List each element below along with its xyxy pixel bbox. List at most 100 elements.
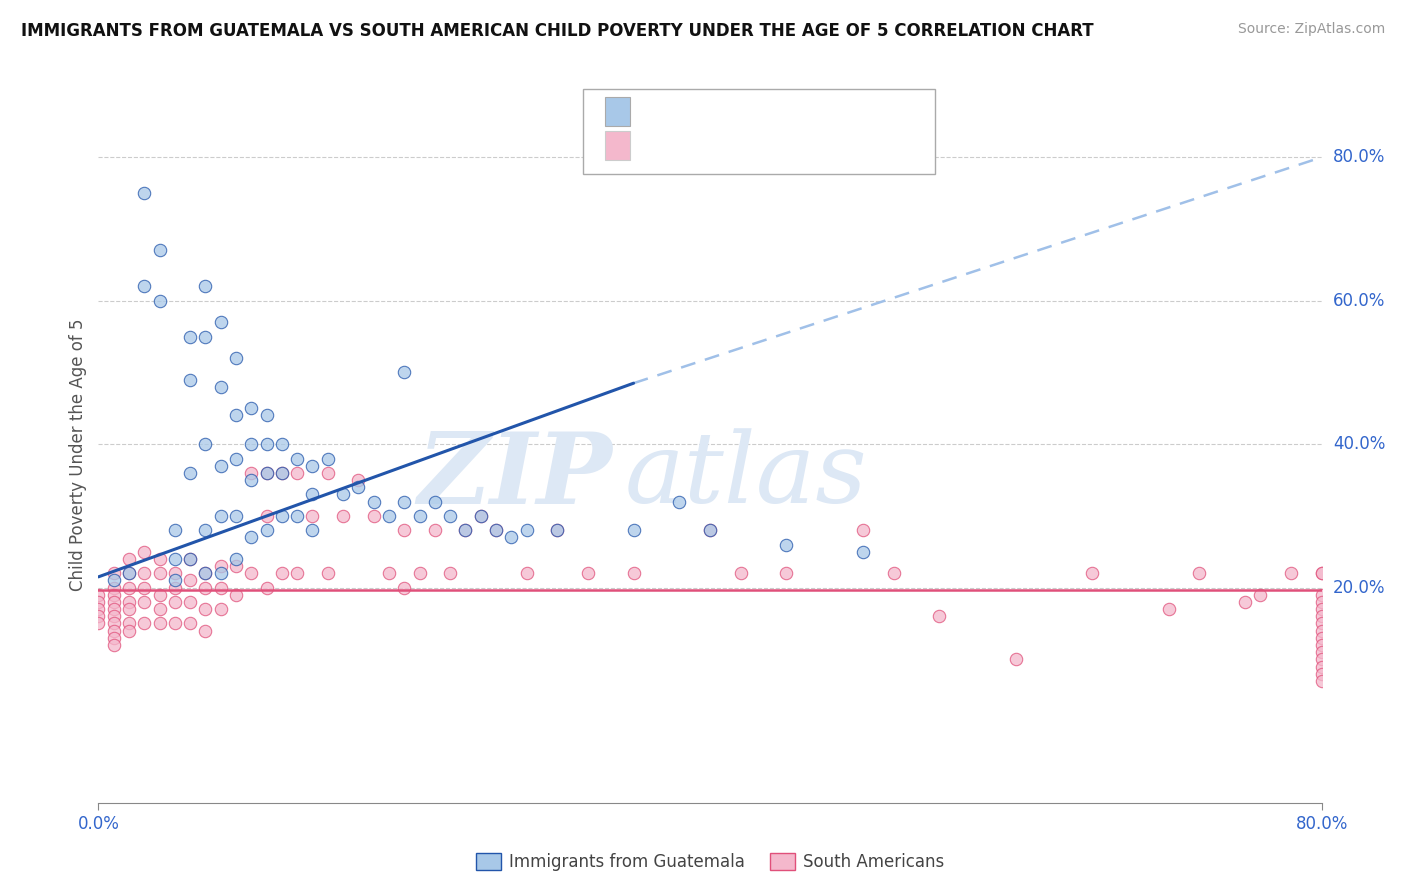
Point [623,523,645,537]
Point [439,566,461,581]
Point [516,523,538,537]
Point [270,466,292,480]
Point [454,523,477,537]
Point [209,559,232,574]
Point [270,508,292,523]
Point [485,523,508,537]
Point [163,616,186,631]
Point [363,508,385,523]
Point [149,293,172,308]
Point [316,451,339,466]
Point [194,279,217,293]
Point [134,186,156,200]
Point [1310,624,1333,638]
Point [1310,602,1333,616]
Point [179,552,201,566]
Point [285,451,308,466]
Point [163,574,186,588]
Point [256,523,278,537]
Point [332,487,354,501]
Point [179,595,201,609]
Point [301,487,323,501]
Point [256,508,278,523]
Point [1310,666,1333,681]
Point [1310,595,1333,609]
Point [775,538,797,552]
Point [134,566,156,581]
Point [270,466,292,480]
Point [332,508,354,523]
Point [103,631,125,645]
Point [179,466,201,480]
Point [852,523,875,537]
Point [347,473,370,487]
Point [209,581,232,595]
Point [301,523,323,537]
Point [103,588,125,602]
Text: atlas: atlas [624,428,868,524]
Point [392,494,416,508]
Point [730,566,752,581]
Point [87,588,110,602]
Point [392,366,416,380]
Point [1310,609,1333,624]
Point [225,552,247,566]
Point [1157,602,1180,616]
Point [256,437,278,451]
Point [118,595,141,609]
Text: ZIP: ZIP [418,427,612,524]
Point [470,508,492,523]
Point [149,552,172,566]
Point [316,466,339,480]
Point [928,609,950,624]
Point [1310,588,1333,602]
Point [134,616,156,631]
Point [134,581,156,595]
Point [1310,566,1333,581]
Point [103,602,125,616]
Point [1310,616,1333,631]
Point [1310,631,1333,645]
Point [1249,588,1271,602]
Point [392,581,416,595]
Point [179,552,201,566]
Point [285,566,308,581]
Point [87,609,110,624]
Point [256,466,278,480]
Point [1081,566,1104,581]
Point [118,602,141,616]
Point [225,451,247,466]
Point [256,466,278,480]
Point [1310,638,1333,652]
Point [1310,652,1333,666]
Text: R = 0.340  N =  65: R = 0.340 N = 65 [638,103,808,120]
Point [225,508,247,523]
Point [87,595,110,609]
Point [623,566,645,581]
Text: 80.0%: 80.0% [1333,148,1385,166]
Point [194,566,217,581]
Point [1234,595,1257,609]
Y-axis label: Child Poverty Under the Age of 5: Child Poverty Under the Age of 5 [69,318,87,591]
Point [408,508,430,523]
Point [301,458,323,473]
Point [225,588,247,602]
Point [87,616,110,631]
Point [179,373,201,387]
Text: 20.0%: 20.0% [1333,579,1385,597]
Point [134,545,156,559]
Point [103,609,125,624]
Point [163,595,186,609]
Point [516,566,538,581]
Text: R = 0.007  N = 105: R = 0.007 N = 105 [638,136,814,154]
Point [240,466,263,480]
Point [1310,673,1333,688]
Point [270,566,292,581]
Point [1188,566,1211,581]
Point [149,244,172,258]
Point [149,566,172,581]
Point [225,351,247,365]
Point [423,494,446,508]
Text: 40.0%: 40.0% [1333,435,1385,453]
Point [179,574,201,588]
